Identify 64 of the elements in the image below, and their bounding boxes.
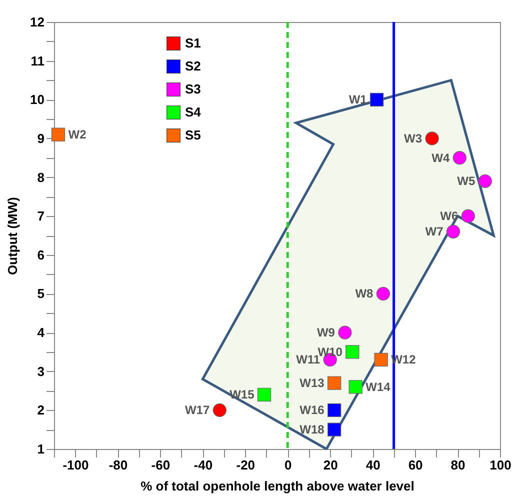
- x-tick-label: -80: [108, 458, 128, 472]
- legend-label: S4: [185, 104, 202, 120]
- x-tick-label: 20: [323, 458, 338, 472]
- point: [328, 376, 342, 390]
- point: [425, 132, 439, 146]
- annotation: W5: [457, 174, 476, 188]
- annotation: W4: [432, 150, 450, 165]
- annotation: W6: [440, 209, 458, 224]
- point: [446, 224, 460, 238]
- x-tick-label: -40: [194, 458, 213, 472]
- point: [328, 422, 342, 436]
- annotation: W10: [318, 344, 343, 359]
- y-tick-label: 7: [37, 208, 44, 224]
- point: [370, 92, 384, 106]
- point: [461, 209, 475, 223]
- y-tick-label: 12: [30, 14, 44, 30]
- y-tick-label: 4: [37, 325, 46, 340]
- annotation: W11: [296, 352, 320, 367]
- annotation: W13: [300, 376, 325, 390]
- point: [51, 128, 66, 142]
- x-tick-label: 80: [450, 458, 466, 472]
- point: [376, 286, 390, 301]
- annotation: W18: [300, 422, 325, 437]
- point: [338, 326, 352, 340]
- legend-label: S1: [185, 36, 201, 50]
- point: [374, 352, 388, 367]
- annotation: W3: [404, 131, 422, 146]
- y-tick-label: 1: [37, 442, 44, 456]
- legend-label: S3: [185, 82, 201, 96]
- x-tick-label: 100: [490, 458, 512, 472]
- x-axis-title: % of total openhole length above water level: [140, 478, 414, 494]
- x-tick-label: -100: [62, 458, 89, 472]
- annotation: W7: [425, 224, 444, 239]
- x-tick-label: 0: [284, 458, 292, 472]
- point: [257, 388, 272, 402]
- x-tick-label: 40: [366, 458, 380, 472]
- y-axis-title: Output (MW): [5, 197, 20, 275]
- point: [478, 174, 492, 188]
- y-tick-label: 5: [37, 286, 44, 302]
- point: [452, 151, 466, 165]
- y-tick-label: 3: [37, 364, 44, 379]
- y-tick-label: 10: [30, 92, 44, 108]
- annotation: W14: [366, 380, 391, 394]
- y-tick-label: 9: [37, 130, 44, 146]
- point: [348, 380, 362, 394]
- annotation: W1: [348, 92, 368, 107]
- x-tick-label: 60: [408, 458, 423, 472]
- legend-label: S2: [185, 58, 201, 74]
- y-tick-label: 8: [37, 170, 44, 185]
- x-tick-label: -20: [236, 458, 256, 472]
- point: [212, 403, 226, 417]
- y-tick-label: 6: [37, 247, 44, 262]
- legend-label: S5: [185, 128, 201, 142]
- annotation: W8: [355, 286, 374, 301]
- x-tick-label: -60: [151, 458, 170, 472]
- y-tick-label: 2: [37, 402, 44, 418]
- annotation: W2: [68, 128, 87, 142]
- annotation: W9: [316, 326, 336, 340]
- point: [346, 345, 360, 359]
- annotation: W15: [230, 388, 255, 402]
- annotation: W16: [300, 403, 325, 418]
- annotation: W17: [184, 403, 210, 418]
- point: [328, 403, 342, 417]
- y-tick-label: 11: [30, 53, 44, 68]
